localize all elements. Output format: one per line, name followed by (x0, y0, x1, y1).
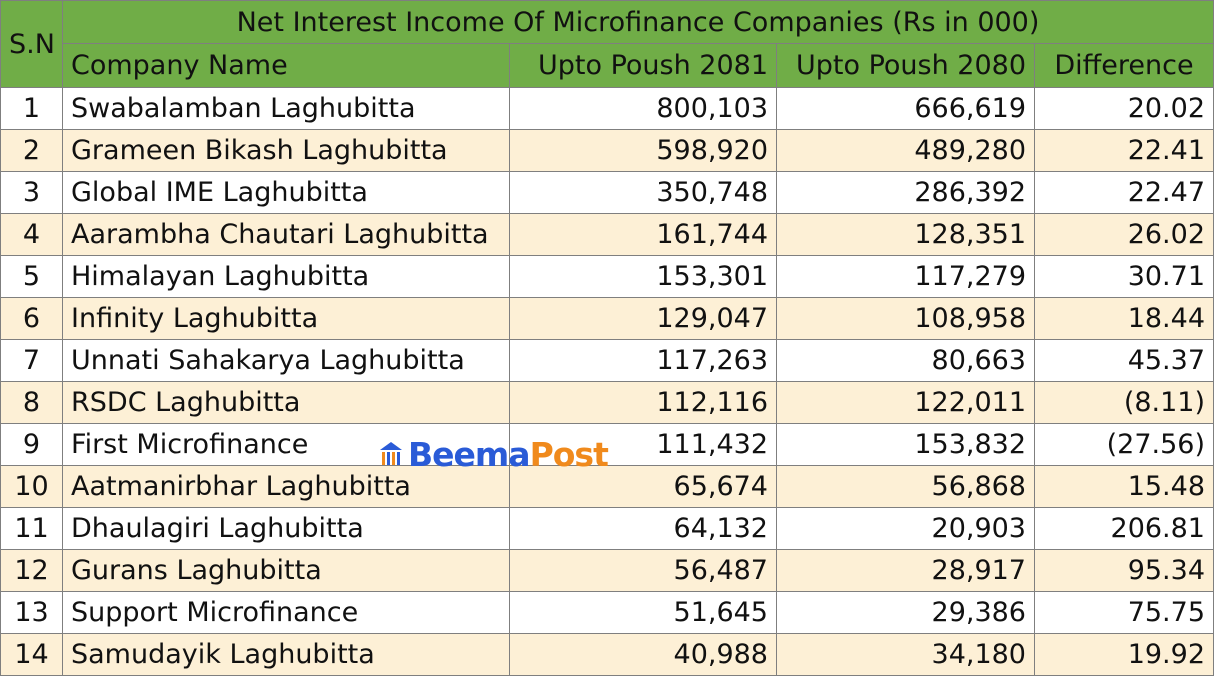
table-body: 1 Swabalamban Laghubitta 800,103 666,619 20.… (0, 87, 1214, 676)
watermark-post: Post (529, 434, 609, 474)
company-name-cell: Samudayik Laghubitta (62, 633, 510, 676)
sn-cell: 4 (0, 213, 63, 256)
poush-2080-cell: 489,280 (776, 129, 1035, 172)
sn-cell: 1 (0, 87, 63, 130)
sn-cell: 10 (0, 465, 63, 508)
difference-cell: 206.81 (1034, 507, 1214, 550)
company-name-cell: Grameen Bikash Laghubitta (62, 129, 510, 172)
net-interest-income-table: S.N Net Interest Income Of Microfinance … (0, 0, 1214, 676)
sn-cell: 13 (0, 591, 63, 634)
beemapost-watermark: Beema Post (378, 434, 609, 474)
table-row: 14 Samudayik Laghubitta 40,988 34,180 19.92 (0, 633, 1214, 676)
sn-header: S.N (0, 0, 63, 88)
table-row: 3 Global IME Laghubitta 350,748 286,392 22.4… (0, 171, 1214, 214)
table-row: 8 RSDC Laghubitta 112,116 122,011 (8.11) (0, 381, 1214, 424)
company-name-cell: Swabalamban Laghubitta (62, 87, 510, 130)
poush-2080-cell: 80,663 (776, 339, 1035, 382)
poush-2080-cell: 29,386 (776, 591, 1035, 634)
difference-cell: 95.34 (1034, 549, 1214, 592)
poush-2080-cell: 117,279 (776, 255, 1035, 298)
sn-cell: 2 (0, 129, 63, 172)
company-name-cell: Global IME Laghubitta (62, 171, 510, 214)
table-title: Net Interest Income Of Microfinance Comp… (62, 0, 1214, 44)
company-name-cell: Infinity Laghubitta (62, 297, 510, 340)
company-name-cell: Aatmanirbhar Laghubitta (62, 465, 510, 508)
watermark-beema: Beema (408, 434, 531, 474)
table-row: 11 Dhaulagiri Laghubitta 64,132 20,903 206.8… (0, 507, 1214, 550)
difference-cell: 20.02 (1034, 87, 1214, 130)
table-row: 6 Infinity Laghubitta 129,047 108,958 18.44 (0, 297, 1214, 340)
poush-2081-cell: 153,301 (509, 255, 777, 298)
difference-cell: 22.47 (1034, 171, 1214, 214)
difference-cell: 22.41 (1034, 129, 1214, 172)
poush-2081-cell: 64,132 (509, 507, 777, 550)
company-name-cell: Dhaulagiri Laghubitta (62, 507, 510, 550)
poush-2080-cell: 286,392 (776, 171, 1035, 214)
company-name-cell: Support Microfinance (62, 591, 510, 634)
poush-2080-cell: 153,832 (776, 423, 1035, 466)
poush-2080-cell: 108,958 (776, 297, 1035, 340)
difference-cell: (27.56) (1034, 423, 1214, 466)
poush-2080-cell: 122,011 (776, 381, 1035, 424)
difference-header: Difference (1034, 43, 1214, 88)
poush-2081-cell: 51,645 (509, 591, 777, 634)
table-row: 4 Aarambha Chautari Laghubitta 161,744 128,… (0, 213, 1214, 256)
difference-cell: 45.37 (1034, 339, 1214, 382)
poush-2080-header: Upto Poush 2080 (776, 43, 1035, 88)
sn-cell: 5 (0, 255, 63, 298)
sn-cell: 8 (0, 381, 63, 424)
company-name-cell: Gurans Laghubitta (62, 549, 510, 592)
poush-2081-cell: 161,744 (509, 213, 777, 256)
poush-2081-cell: 350,748 (509, 171, 777, 214)
poush-2080-cell: 20,903 (776, 507, 1035, 550)
table-row: 7 Unnati Sahakarya Laghubitta 117,263 80,66… (0, 339, 1214, 382)
sn-cell: 9 (0, 423, 63, 466)
building-logo-icon (380, 442, 402, 465)
poush-2080-cell: 56,868 (776, 465, 1035, 508)
poush-2081-cell: 112,116 (509, 381, 777, 424)
difference-cell: 30.71 (1034, 255, 1214, 298)
difference-cell: (8.11) (1034, 381, 1214, 424)
table-row: 5 Himalayan Laghubitta 153,301 117,279 30.71 (0, 255, 1214, 298)
sn-cell: 7 (0, 339, 63, 382)
table-row: 1 Swabalamban Laghubitta 800,103 666,619 20.… (0, 87, 1214, 130)
poush-2081-cell: 800,103 (509, 87, 777, 130)
difference-cell: 18.44 (1034, 297, 1214, 340)
sn-cell: 12 (0, 549, 63, 592)
table-row: 10 Aatmanirbhar Laghubitta 65,674 56,868 15.… (0, 465, 1214, 508)
poush-2081-cell: 40,988 (509, 633, 777, 676)
difference-cell: 75.75 (1034, 591, 1214, 634)
poush-2080-cell: 28,917 (776, 549, 1035, 592)
poush-2080-cell: 666,619 (776, 87, 1035, 130)
sn-cell: 3 (0, 171, 63, 214)
poush-2081-header: Upto Poush 2081 (509, 43, 777, 88)
poush-2080-cell: 128,351 (776, 213, 1035, 256)
table-row: 9 First Microfinance 111,432 153,832 (27.56) (0, 423, 1214, 466)
poush-2081-cell: 129,047 (509, 297, 777, 340)
table-row: 2 Grameen Bikash Laghubitta 598,920 489,280… (0, 129, 1214, 172)
poush-2081-cell: 598,920 (509, 129, 777, 172)
difference-cell: 19.92 (1034, 633, 1214, 676)
company-name-header: Company Name (62, 43, 510, 88)
difference-cell: 26.02 (1034, 213, 1214, 256)
table-row: 13 Support Microfinance 51,645 29,386 75.75 (0, 591, 1214, 634)
company-name-cell: Himalayan Laghubitta (62, 255, 510, 298)
table-row: 12 Gurans Laghubitta 56,487 28,917 95.34 (0, 549, 1214, 592)
sn-cell: 14 (0, 633, 63, 676)
poush-2080-cell: 34,180 (776, 633, 1035, 676)
company-name-cell: RSDC Laghubitta (62, 381, 510, 424)
sn-cell: 11 (0, 507, 63, 550)
sn-cell: 6 (0, 297, 63, 340)
poush-2081-cell: 56,487 (509, 549, 777, 592)
difference-cell: 15.48 (1034, 465, 1214, 508)
poush-2081-cell: 117,263 (509, 339, 777, 382)
company-name-cell: Unnati Sahakarya Laghubitta (62, 339, 510, 382)
company-name-cell: Aarambha Chautari Laghubitta (62, 213, 510, 256)
